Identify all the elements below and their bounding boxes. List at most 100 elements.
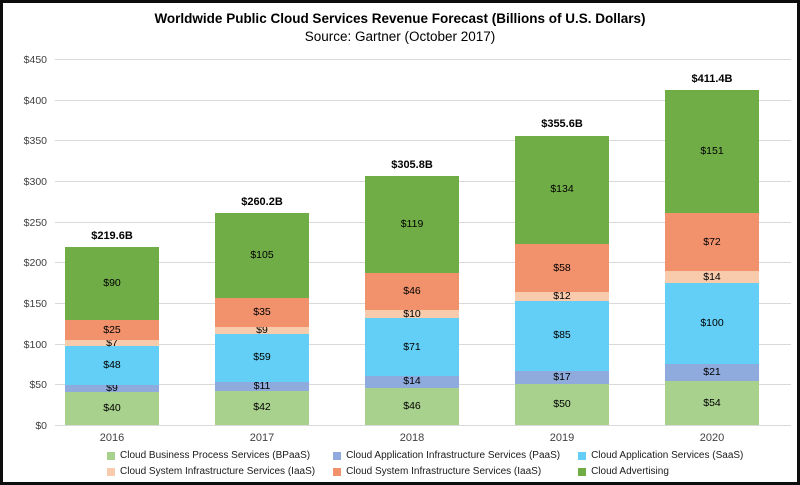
segment-value-label: $100 [700, 316, 724, 329]
bar-segment: $90 [65, 246, 159, 321]
bar-total-label: $305.8B [391, 159, 433, 172]
legend-swatch-icon [107, 468, 115, 476]
segment-value-label: $40 [103, 402, 121, 415]
segment-value-label: $10 [403, 307, 421, 320]
y-axis-tick-label: $300 [23, 176, 47, 188]
stacked-bar-2016: $40 $9 $48 $7 $25 $90 [65, 246, 159, 425]
segment-value-label: $59 [253, 351, 271, 364]
legend-swatch-icon [578, 468, 587, 476]
stacked-bar-2017: $42 $11 $59 $9 $35 $105 [215, 212, 309, 425]
bar-slot-2017: $42 $11 $59 $9 $35 $105 $260.2B [187, 60, 337, 426]
legend-item: Cloud Business Process Services (BPaaS) [107, 450, 315, 462]
bar-segment: $40 [65, 392, 159, 425]
segment-value-label: $71 [403, 340, 421, 353]
segment-value-label: $105 [250, 248, 274, 261]
legend-label: Cloud System Infrastructure Services (Ia… [346, 466, 542, 477]
bar-segment: $54 [665, 381, 759, 425]
bar-segment: $46 [365, 272, 459, 311]
gridline [55, 99, 791, 101]
bar-segment: $119 [365, 176, 459, 273]
bar-segment: $14 [365, 375, 459, 388]
y-axis-tick-label: $400 [23, 94, 47, 107]
bar-segment: $58 [515, 244, 609, 292]
bar-segment: $21 [665, 364, 759, 382]
bar-segment: $11 [215, 379, 309, 392]
segment-value-label: $72 [703, 235, 721, 248]
segment-value-label: $151 [700, 144, 724, 157]
bar-slot-2016: $40 $9 $48 $7 $25 $90 $219.6B [37, 60, 187, 426]
bar-segment: $25 [65, 320, 159, 341]
chart-subtitle: Source: Gartner (October 2017) [304, 29, 496, 44]
bar-segment: $151 [665, 89, 759, 213]
segment-value-label: $9 [106, 382, 118, 395]
segment-value-label: $14 [703, 270, 721, 283]
legend-swatch-icon [578, 452, 587, 460]
segment-value-label: $9 [256, 323, 268, 336]
segment-value-label: $50 [553, 398, 571, 411]
bar-segment: $71 [365, 318, 459, 377]
segment-value-label: $35 [253, 305, 271, 318]
segment-value-label: $85 [553, 329, 571, 342]
y-axis: $0 $50 $100 $150 $200 $250 $300 $350 $400 $450 [3, 54, 49, 432]
bar-total-label: $355.6B [541, 118, 583, 131]
segment-value-label: $42 [253, 401, 271, 414]
bar-segment: $59 [215, 333, 309, 382]
segment-value-label: $17 [553, 370, 571, 383]
bar-segment: $35 [215, 298, 309, 327]
bar-total-label: $411.4B [691, 72, 733, 85]
legend-swatch-icon [107, 452, 115, 460]
chart-title: Worldwide Public Cloud Services Revenue … [154, 11, 646, 26]
legend-item: Cloud Advertising [578, 466, 743, 478]
segment-value-label: $25 [103, 323, 121, 336]
segment-value-label: $14 [403, 375, 421, 388]
bar-total-label: $260.2B [241, 195, 283, 208]
segment-value-label: $54 [703, 396, 721, 409]
y-axis-tick-label: $0 [35, 420, 47, 432]
legend-label: Cloud Advertising [591, 466, 669, 477]
bar-segment: $7 [65, 337, 159, 348]
legend-label: Cloud Application Infrastructure Service… [346, 450, 561, 461]
segment-value-label: $58 [553, 261, 571, 274]
bar-segment: $9 [215, 323, 309, 336]
bar-slot-2020: $54 $21 $100 $14 $72 $151 $411.4B [637, 60, 787, 426]
y-axis-tick-label: $450 [23, 54, 47, 66]
legend-item: Cloud System Infrastructure Services (Ia… [107, 466, 315, 478]
segment-value-label: $11 [253, 379, 271, 392]
legend-label: Cloud Business Process Services (BPaaS) [120, 450, 311, 461]
segment-value-label: $21 [703, 366, 721, 379]
bar-segment: $12 [515, 290, 609, 303]
gridline [55, 59, 791, 60]
bar-segment: $50 [515, 384, 609, 425]
bar-total-label: $219.6B [91, 229, 133, 242]
bar-segment: $85 [515, 301, 609, 371]
bar-segment: $10 [365, 307, 459, 320]
bar-segment: $9 [65, 382, 159, 395]
segment-value-label: $12 [553, 290, 571, 303]
x-axis-category-label: 2017 [249, 432, 275, 444]
y-axis-tick-label: $150 [23, 298, 47, 310]
legend-label: Cloud System Infrastructure Services (Ia… [120, 466, 316, 477]
bar-segment: $100 [665, 282, 759, 365]
segment-value-label: $134 [550, 183, 574, 196]
gridline [55, 425, 791, 426]
legend-item: Cloud Application Services (SaaS) [578, 450, 743, 462]
y-axis-tick-label: $50 [29, 379, 47, 392]
legend-item: Cloud System Infrastructure Services (Ia… [333, 466, 560, 478]
x-axis-category-label: 2016 [99, 432, 125, 444]
x-axis-category-label: 2018 [399, 432, 425, 444]
bar-slot-2018: $46 $14 $71 $10 $46 $119 $305.8B [337, 60, 487, 426]
y-axis-tick-label: $250 [23, 216, 47, 229]
segment-value-label: $119 [400, 218, 424, 231]
stacked-bar-2019: $50 $17 $85 $12 $58 $134 [515, 135, 609, 425]
bar-segment: $134 [515, 135, 609, 245]
legend-item: Cloud Application Infrastructure Service… [333, 450, 560, 462]
stacked-bar-2020: $54 $21 $100 $14 $72 $151 [665, 89, 759, 425]
segment-value-label: $46 [403, 399, 421, 412]
stacked-bar-2018: $46 $14 $71 $10 $46 $119 [365, 176, 459, 425]
x-axis-category-label: 2019 [549, 432, 575, 444]
y-axis-tick-label: $100 [23, 338, 47, 351]
legend-label: Cloud Application Services (SaaS) [591, 450, 744, 461]
bars-container: $40 $9 $48 $7 $25 $90 $219.6B $42 $11 $59 $9 $35 $10… [37, 60, 787, 426]
segment-value-label: $90 [103, 277, 121, 290]
